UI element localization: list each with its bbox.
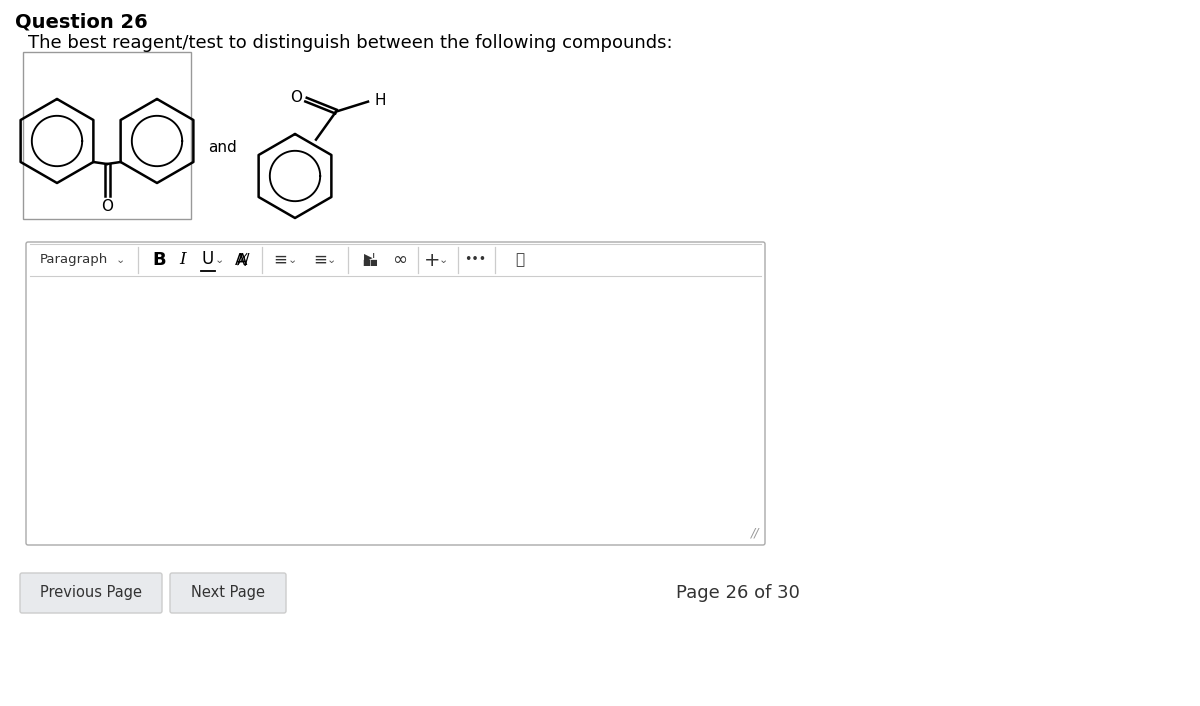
Text: O: O — [290, 90, 302, 105]
Text: ≡: ≡ — [274, 251, 287, 269]
FancyBboxPatch shape — [26, 242, 766, 545]
Text: ≡: ≡ — [313, 251, 326, 269]
Text: ∞: ∞ — [392, 251, 408, 269]
FancyBboxPatch shape — [23, 52, 191, 219]
Text: The best reagent/test to distinguish between the following compounds:: The best reagent/test to distinguish bet… — [28, 34, 673, 52]
Text: A̸: A̸ — [238, 253, 248, 268]
Text: B: B — [152, 251, 166, 269]
Text: ⌄: ⌄ — [115, 255, 125, 265]
Text: ⌄: ⌄ — [287, 255, 296, 265]
Text: //: // — [750, 526, 760, 539]
FancyBboxPatch shape — [170, 573, 286, 613]
Text: A/: A/ — [235, 253, 251, 268]
Text: +: + — [424, 251, 440, 270]
Text: I: I — [180, 251, 186, 268]
Text: ⌄: ⌄ — [215, 255, 223, 265]
Text: H: H — [374, 93, 385, 108]
Text: ⛶: ⛶ — [516, 253, 524, 268]
FancyBboxPatch shape — [20, 573, 162, 613]
Text: Previous Page: Previous Page — [40, 585, 142, 601]
Text: ■■: ■■ — [362, 258, 378, 268]
Text: and: and — [208, 140, 236, 155]
Text: •••: ••• — [464, 253, 486, 266]
Text: Question 26: Question 26 — [14, 13, 148, 32]
Text: Next Page: Next Page — [191, 585, 265, 601]
Text: ⌄: ⌄ — [438, 255, 448, 265]
Text: Paragraph: Paragraph — [40, 253, 108, 266]
Text: Page 26 of 30: Page 26 of 30 — [676, 584, 800, 602]
Text: U: U — [202, 250, 214, 268]
Text: O: O — [101, 199, 113, 214]
Text: ▶!: ▶! — [364, 253, 377, 263]
Text: ⌄: ⌄ — [326, 255, 336, 265]
